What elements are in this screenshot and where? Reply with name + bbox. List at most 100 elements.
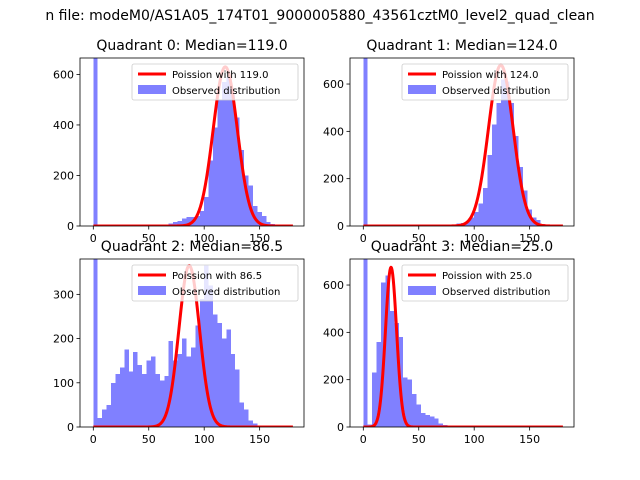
histogram-bar [142, 373, 147, 427]
histogram-bar [403, 377, 408, 427]
poisson-curve [92, 65, 294, 226]
y-tick-label: 0 [337, 421, 344, 434]
y-tick-label: 600 [323, 78, 344, 91]
histogram-bar [124, 349, 129, 427]
y-tick-label: 400 [323, 326, 344, 339]
histogram-bar [244, 409, 249, 427]
x-tick-label: 100 [194, 232, 215, 245]
x-tick-label: 150 [249, 433, 270, 446]
panel-3: 0 50 100 150 0 200 400 600 Quadrant 3: Median=25… [323, 239, 575, 446]
legend-label-poisson: Poission with 25.0 [442, 271, 532, 282]
histogram-bar [115, 373, 120, 427]
histogram-bar [173, 222, 178, 226]
histogram-bar [239, 150, 245, 226]
histogram-bar [252, 423, 258, 427]
x-tick-label: 0 [90, 433, 97, 446]
histogram-bar [425, 415, 430, 427]
legend-label-observed: Observed distribution [172, 86, 280, 97]
panels-group: 0 50 100 150 0 200 400 600 Quadrant 0: Median=11… [53, 38, 575, 446]
histogram-bar [261, 215, 267, 226]
y-tick-label: 200 [53, 169, 74, 182]
panel-1: 0 50 100 150 0 200 400 600 Quadrant 1: Median=12… [323, 38, 575, 245]
axes-frame [79, 258, 305, 428]
axes-frame [349, 57, 575, 227]
axes-frame [79, 57, 305, 227]
legend-box [131, 264, 299, 302]
histogram-bar [128, 371, 134, 427]
x-tick-label: 0 [360, 232, 367, 245]
histogram-bar [217, 99, 222, 226]
histogram-bar [385, 275, 390, 427]
x-tick-label: 50 [142, 433, 156, 446]
histogram-bar [491, 124, 497, 226]
x-tick-label: 0 [360, 433, 367, 446]
x-tick-label: 100 [194, 433, 215, 446]
figure-suptitle: n file: modeM0/AS1A05_174T01_9000005880_… [45, 8, 594, 24]
legend-box [401, 63, 569, 101]
histogram-bar [266, 222, 271, 226]
histogram-bar [416, 404, 421, 427]
histogram-bar [514, 136, 519, 226]
histogram-bar [474, 211, 479, 226]
histogram-bar [483, 188, 488, 226]
histogram-bar [177, 220, 183, 226]
panel-0: 0 50 100 150 0 200 400 600 Quadrant 0: Median=11… [53, 38, 305, 245]
histogram-bar [438, 423, 444, 427]
panel-title: Quadrant 3: Median=25.0 [371, 239, 553, 255]
plot-area [362, 58, 564, 226]
y-tick-label: 200 [323, 374, 344, 387]
histogram-bar [412, 393, 417, 427]
histogram-bar [190, 347, 196, 427]
y-tick-label: 300 [53, 288, 74, 301]
histogram-bar [168, 340, 174, 427]
x-tick-label: 50 [142, 232, 156, 245]
histogram-bar [235, 117, 240, 226]
legend-box [131, 63, 299, 101]
plot-area [362, 259, 564, 427]
histogram-bar [434, 418, 439, 427]
legend-box [401, 264, 569, 302]
histogram-bar [195, 325, 200, 427]
histogram-bar [93, 259, 98, 427]
histogram-bar [469, 217, 475, 226]
histogram-bar [429, 416, 435, 427]
histogram-bar [244, 175, 249, 226]
histogram-bar [257, 212, 262, 226]
histogram-bar [137, 365, 143, 427]
histogram-bar [407, 379, 413, 427]
histogram-bar [182, 338, 187, 427]
histogram-bar [509, 102, 515, 226]
histogram-bar [500, 79, 506, 226]
histogram-bar [173, 360, 178, 427]
plot-area [92, 58, 294, 226]
histogram-bar [195, 215, 200, 226]
histogram-bar [230, 354, 236, 427]
histogram-bar [159, 380, 165, 427]
histogram-bar [150, 356, 156, 427]
histogram-bar [102, 409, 107, 427]
poisson-curve [362, 63, 564, 226]
histogram-bar [199, 210, 205, 226]
histogram-bar [182, 218, 187, 226]
histogram-bar [186, 217, 191, 226]
y-tick-label: 600 [323, 279, 344, 292]
panel-2: 0 50 100 150 0 100 200 300 Quadrant 2: Median=86… [53, 239, 305, 446]
legend-label-poisson: Poission with 124.0 [442, 70, 538, 81]
panel-title: Quadrant 0: Median=119.0 [96, 38, 287, 54]
histogram-bar [235, 369, 240, 427]
y-tick-label: 600 [53, 68, 74, 81]
histogram-bar [97, 418, 103, 427]
histogram-bar [119, 367, 125, 427]
histogram-bar [204, 265, 209, 427]
histogram-bar [496, 102, 501, 226]
histogram-bar [518, 166, 523, 226]
histogram-bar [93, 58, 98, 226]
histogram-bar [217, 323, 222, 427]
legend-hist-swatch [138, 286, 166, 295]
legend-hist-swatch [138, 85, 166, 94]
x-tick-label: 100 [464, 232, 485, 245]
y-tick-label: 400 [53, 119, 74, 132]
y-tick-label: 200 [53, 333, 74, 346]
histogram-bar [221, 338, 227, 427]
y-tick-label: 0 [67, 220, 74, 233]
